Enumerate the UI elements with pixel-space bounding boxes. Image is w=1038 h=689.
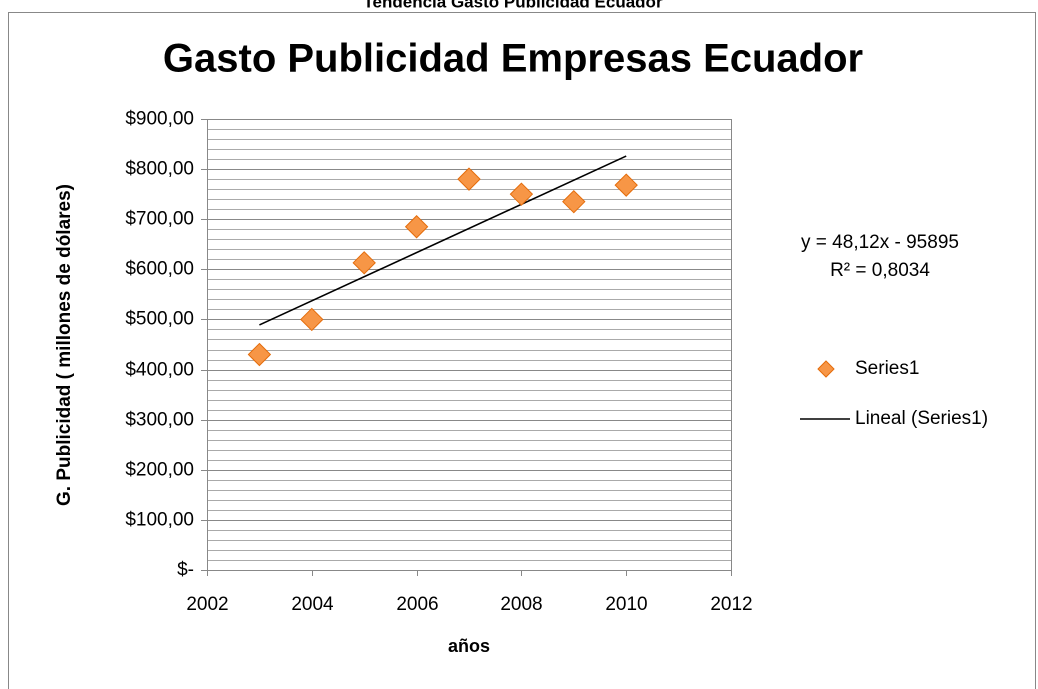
data-point — [404, 215, 429, 239]
y-tick-label: $- — [177, 560, 194, 581]
chart-header: Tendencia Gasto Publicidad Ecuador — [363, 0, 663, 11]
y-tick-label: $900,00 — [125, 109, 194, 130]
legend-label: Lineal (Series1) — [855, 408, 988, 429]
data-point — [562, 189, 586, 214]
x-axis-title: años — [448, 636, 490, 656]
y-tick-label: $700,00 — [125, 209, 194, 230]
y-tick-label: $100,00 — [125, 510, 194, 531]
y-tick-label: $200,00 — [125, 460, 194, 481]
x-tick-label: 2008 — [500, 594, 542, 615]
data-point — [300, 307, 324, 332]
x-tick-label: 2012 — [710, 594, 752, 615]
x-tick-label: 2002 — [186, 594, 228, 615]
trend-equation: y = 48,12x - 95895 — [801, 232, 959, 253]
data-point — [247, 342, 272, 367]
legend-marker — [817, 360, 835, 378]
y-tick-label: $600,00 — [125, 259, 194, 280]
data-point — [457, 167, 481, 191]
y-tick-label: $300,00 — [125, 410, 194, 431]
x-tick-label: 2006 — [396, 594, 438, 615]
data-point — [614, 173, 638, 197]
chart-title: Gasto Publicidad Empresas Ecuador — [163, 37, 863, 81]
y-tick-label: $800,00 — [125, 159, 194, 180]
y-tick-label: $400,00 — [125, 360, 194, 381]
y-axis-title: G. Publicidad ( millones de dólares) — [54, 184, 75, 506]
data-point — [352, 251, 376, 275]
x-tick-label: 2010 — [605, 594, 647, 615]
data-point — [509, 182, 534, 206]
trendline — [259, 155, 627, 326]
y-tick-label: $500,00 — [125, 309, 194, 330]
legend-label: Series1 — [855, 358, 919, 379]
x-tick-label: 2004 — [291, 594, 334, 615]
trend-r-squared: R² = 0,8034 — [830, 260, 930, 281]
